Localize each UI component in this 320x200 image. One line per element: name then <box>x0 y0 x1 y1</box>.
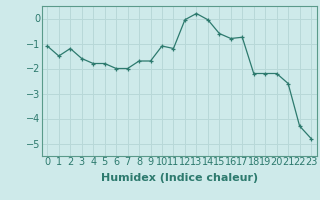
X-axis label: Humidex (Indice chaleur): Humidex (Indice chaleur) <box>100 173 258 183</box>
